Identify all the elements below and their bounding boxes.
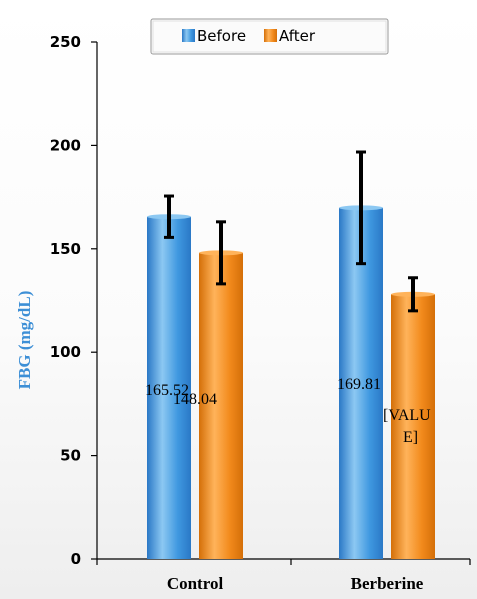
data-label: [VALU E] <box>383 407 431 446</box>
y-axis-label: FBG (mg/dL) <box>15 291 34 390</box>
data-label: 165.52 <box>145 382 189 399</box>
y-tick-label: 100 <box>50 343 81 361</box>
bar-after-berberine <box>391 294 435 559</box>
y-tick-label: 200 <box>50 136 81 154</box>
legend-inner <box>152 20 387 53</box>
y-tick-label: 250 <box>50 33 81 51</box>
category-label-control: Control <box>167 574 224 593</box>
legend-swatch-before <box>182 29 195 42</box>
legend-swatch-after <box>264 29 277 42</box>
category-label-berberine: Berberine <box>351 574 424 593</box>
legend-label-after: After <box>279 27 316 45</box>
legend-label-before: Before <box>197 27 246 45</box>
bar-before-berberine <box>339 207 383 559</box>
data-label: 169.81 <box>337 376 381 393</box>
data-label: 148.04 <box>173 391 217 408</box>
bar-after-control <box>199 252 243 560</box>
y-tick-label: 150 <box>50 240 81 258</box>
y-tick-label: 50 <box>60 447 81 465</box>
legend: Before After <box>150 18 389 55</box>
y-tick-label: 0 <box>71 550 81 568</box>
bar-before-control <box>147 216 191 559</box>
